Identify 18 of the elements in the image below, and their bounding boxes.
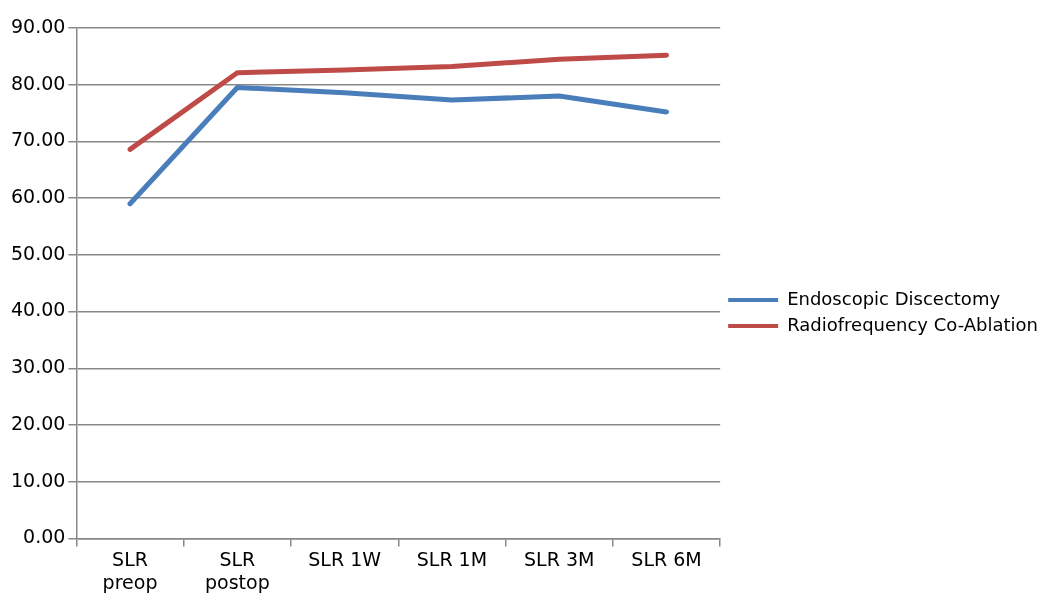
legend-label: Endoscopic Discectomy	[787, 287, 1001, 309]
y-tick-label: 90.00	[10, 14, 66, 37]
y-tick-label: 40.00	[10, 298, 66, 321]
x-tick-label: SLR 6M	[631, 547, 702, 570]
y-tick-label: 10.00	[10, 468, 66, 491]
legend-label: Radiofrequency Co-Ablation	[787, 313, 1039, 335]
y-tick-label: 80.00	[10, 71, 66, 94]
y-tick-label: 0.00	[23, 525, 66, 548]
x-tick-label: SLR 3M	[524, 547, 595, 570]
y-tick-label: 20.00	[10, 411, 66, 434]
x-tick-label: SLR preop	[102, 547, 158, 593]
x-tick-label: SLR 1M	[416, 547, 488, 570]
x-tick-label: SLR postop	[204, 547, 270, 593]
y-tick-label: 60.00	[10, 185, 66, 208]
y-tick-label: 30.00	[10, 355, 66, 378]
x-tick-label: SLR 1W	[308, 547, 382, 570]
y-tick-label: 50.00	[10, 241, 66, 264]
y-tick-label: 70.00	[10, 128, 66, 151]
